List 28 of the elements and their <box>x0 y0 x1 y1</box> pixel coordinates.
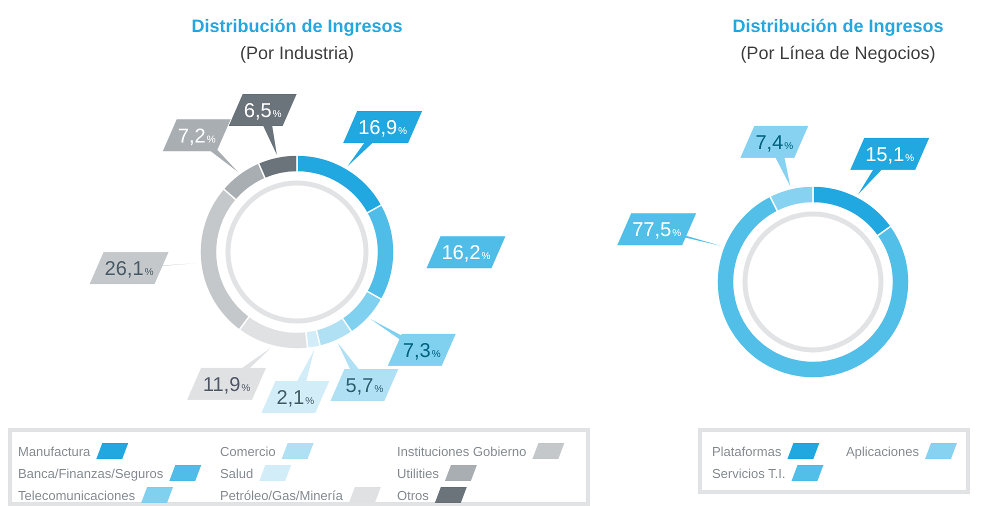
data-label: 11,9% <box>202 374 250 396</box>
legend-label: Petróleo/Gas/Minería <box>220 488 344 503</box>
chart-subtitle: (Por Industria) <box>240 43 354 63</box>
legend-label: Plataformas <box>712 444 782 459</box>
data-label: 26,1% <box>104 258 154 280</box>
chart-subtitle: (Por Línea de Negocios) <box>740 43 936 63</box>
data-label: 15,1% <box>865 144 914 166</box>
chart-title: Distribución de Ingresos <box>732 16 944 36</box>
data-label: 2,1% <box>276 386 314 409</box>
legend-label: Servicios T.I. <box>712 466 786 481</box>
chart-title: Distribución de Ingresos <box>191 16 403 36</box>
data-label: 7,3% <box>402 340 441 362</box>
legend-label: Otros <box>397 488 430 503</box>
data-label: 5,7% <box>346 374 384 397</box>
data-label: 16,2% <box>442 242 491 264</box>
legend-label: Utilities <box>397 466 440 481</box>
legend-label: Salud <box>220 466 254 481</box>
data-label: 77,5% <box>632 219 682 242</box>
legend-label: Telecomunicaciones <box>18 488 136 503</box>
legend-label: Banca/Finanzas/Seguros <box>18 466 164 481</box>
data-label: 7,4% <box>755 132 794 154</box>
legend-label: Comercio <box>220 444 276 459</box>
data-label: 6,5% <box>244 100 282 122</box>
legend-label: Manufactura <box>18 444 92 459</box>
data-label: 7,2% <box>178 125 216 148</box>
legend-label: Aplicaciones <box>846 444 920 459</box>
data-label: 16,9% <box>358 117 408 139</box>
legend-label: Instituciones Gobierno <box>397 444 526 459</box>
